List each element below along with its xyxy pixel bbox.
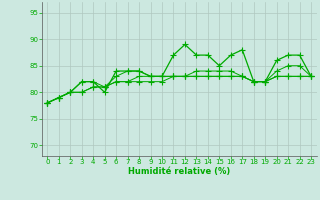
X-axis label: Humidité relative (%): Humidité relative (%)	[128, 167, 230, 176]
